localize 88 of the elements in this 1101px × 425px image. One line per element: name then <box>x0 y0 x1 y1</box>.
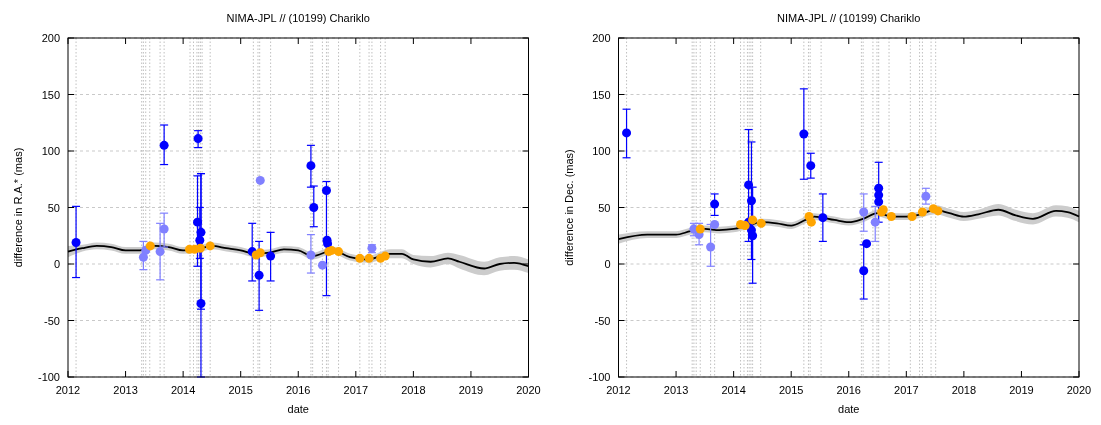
point <box>859 207 869 217</box>
x-axis-title: date <box>838 403 860 415</box>
point <box>334 247 344 257</box>
point <box>159 140 169 150</box>
point <box>317 260 327 270</box>
point <box>748 215 758 225</box>
y-tick-label: -100 <box>588 371 611 383</box>
x-tick-label: 2016 <box>836 384 861 396</box>
x-axis-title: date <box>287 403 309 415</box>
point <box>266 251 276 261</box>
point <box>706 242 716 252</box>
y-tick-label: 200 <box>592 32 611 44</box>
point <box>145 241 155 251</box>
point <box>155 247 165 257</box>
point <box>756 218 766 228</box>
point <box>159 224 169 234</box>
point <box>748 231 758 241</box>
y-tick-label: 150 <box>592 88 611 101</box>
point <box>710 199 720 209</box>
point <box>205 241 215 251</box>
x-tick-label: 2015 <box>228 384 253 396</box>
x-tick-label: 2020 <box>1066 384 1092 396</box>
y-tick-label: 150 <box>41 88 60 101</box>
x-tick-label: 2019 <box>458 384 484 396</box>
point <box>862 239 872 249</box>
x-tick-label: 2016 <box>286 384 311 396</box>
point <box>195 243 205 253</box>
y-tick-label: 200 <box>41 32 60 44</box>
point <box>196 299 206 309</box>
point <box>799 129 809 139</box>
point <box>193 217 203 227</box>
x-tick-label: 2015 <box>778 384 804 396</box>
point <box>306 161 316 171</box>
point <box>364 253 374 263</box>
y-axis-title: difference in R.A.* (mas) <box>12 147 24 268</box>
point <box>193 134 203 144</box>
point <box>306 250 316 260</box>
chart-title: NIMA-JPL // (10199) Chariklo <box>777 12 921 24</box>
y-tick-label: -100 <box>37 371 60 383</box>
x-tick-label: 2018 <box>401 384 426 396</box>
point <box>380 251 390 261</box>
point <box>71 238 81 248</box>
point <box>254 270 264 280</box>
point <box>921 191 931 201</box>
point <box>309 203 319 212</box>
x-tick-label: 2017 <box>343 384 369 396</box>
point <box>806 161 816 171</box>
x-tick-label: 2017 <box>894 384 919 396</box>
point <box>255 175 265 185</box>
x-tick-label: 2013 <box>113 384 138 396</box>
y-tick-label: 100 <box>592 145 611 157</box>
x-tick-label: 2012 <box>606 384 631 396</box>
x-tick-label: 2013 <box>663 384 689 396</box>
x-tick-label: 2020 <box>516 384 541 396</box>
point <box>622 128 632 138</box>
y-tick-label: 50 <box>598 201 611 214</box>
point <box>859 266 869 276</box>
point <box>710 219 720 229</box>
point <box>917 207 927 217</box>
point <box>818 213 828 223</box>
point <box>907 212 917 222</box>
point <box>874 197 884 207</box>
point <box>355 253 365 263</box>
point <box>933 206 943 216</box>
point <box>806 217 816 227</box>
point <box>195 235 205 245</box>
point <box>870 217 880 227</box>
chart-title: NIMA-JPL // (10199) Chariklo <box>226 12 370 24</box>
y-tick-label: 0 <box>604 258 611 270</box>
point <box>323 239 333 249</box>
point <box>886 212 896 222</box>
x-tick-label: 2014 <box>721 384 746 396</box>
y-axis-title: difference in Dec. (mas) <box>562 149 575 266</box>
point <box>321 186 331 196</box>
x-tick-label: 2019 <box>1009 384 1034 396</box>
point <box>746 196 756 206</box>
x-tick-label: 2012 <box>55 384 81 396</box>
y-tick-label: -50 <box>594 314 611 327</box>
x-tick-label: 2018 <box>951 384 977 396</box>
point <box>255 248 265 258</box>
y-tick-label: 0 <box>53 258 60 270</box>
y-tick-label: 100 <box>41 145 60 157</box>
point <box>740 221 750 231</box>
point <box>196 227 206 237</box>
y-tick-label: -50 <box>44 314 60 327</box>
x-tick-label: 2014 <box>170 384 196 396</box>
point <box>744 180 754 190</box>
y-tick-label: 50 <box>47 201 60 214</box>
